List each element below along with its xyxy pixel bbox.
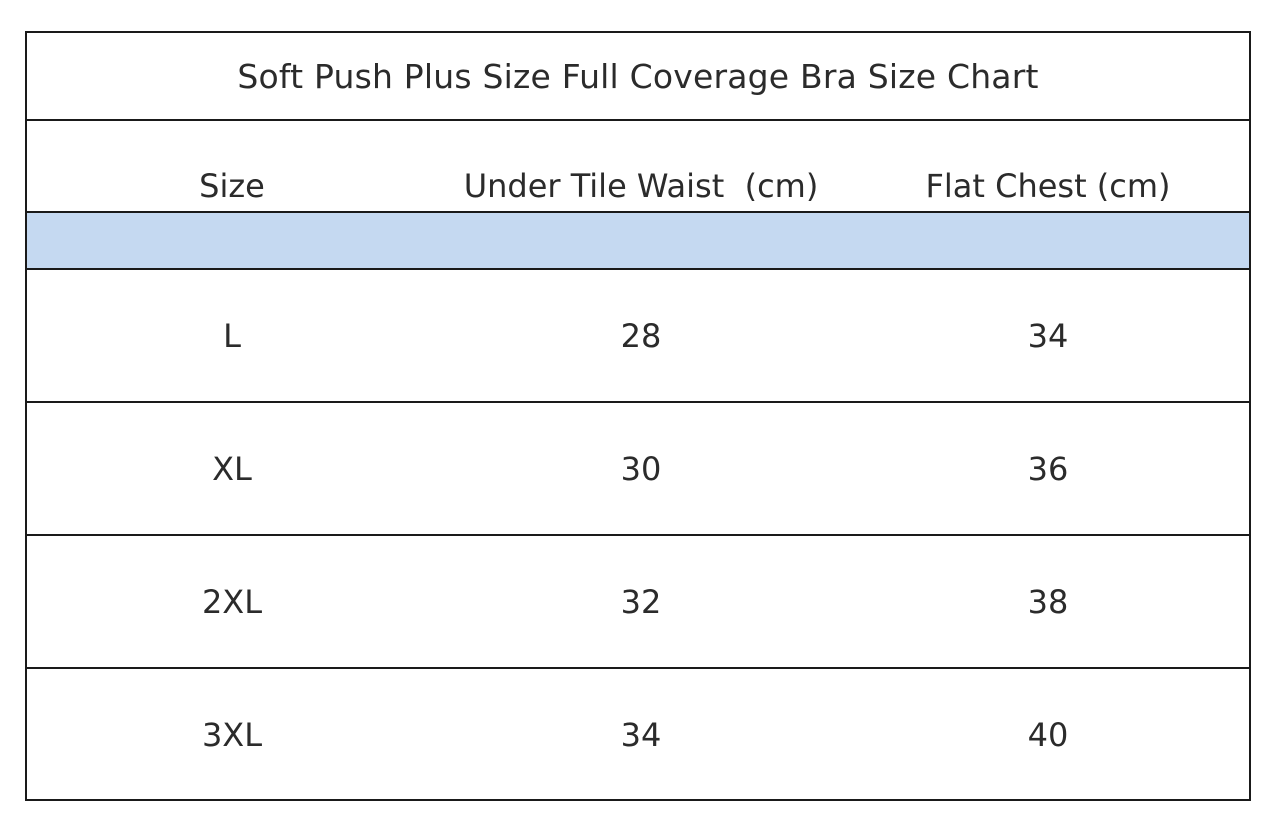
header-under-tile-waist: Under Tile Waist (cm) [463, 167, 819, 205]
table-row: 2XL 32 38 [27, 536, 1249, 669]
size-chart-table: Soft Push Plus Size Full Coverage Bra Si… [25, 31, 1251, 801]
cell-flat-chest: 38 [1027, 583, 1069, 621]
cell-under-tile-waist: 32 [620, 583, 662, 621]
table-title-row: Soft Push Plus Size Full Coverage Bra Si… [27, 33, 1249, 121]
table-row: XL 30 36 [27, 403, 1249, 536]
cell-size: 2XL [201, 583, 263, 621]
header-size: Size [199, 167, 265, 205]
cell-size: L [223, 317, 241, 355]
table-title: Soft Push Plus Size Full Coverage Bra Si… [237, 56, 1039, 96]
cell-size: XL [212, 450, 252, 488]
cell-under-tile-waist: 34 [620, 716, 662, 754]
cell-under-tile-waist: 28 [620, 317, 662, 355]
table-row: L 28 34 [27, 270, 1249, 403]
header-accent-band [27, 213, 1249, 270]
cell-flat-chest: 34 [1027, 317, 1069, 355]
header-flat-chest: Flat Chest (cm) [925, 167, 1171, 205]
table-row: 3XL 34 40 [27, 669, 1249, 802]
cell-under-tile-waist: 30 [620, 450, 662, 488]
cell-flat-chest: 36 [1027, 450, 1069, 488]
table-header-row: Size Under Tile Waist (cm) Flat Chest (c… [27, 121, 1249, 213]
cell-size: 3XL [201, 716, 263, 754]
cell-flat-chest: 40 [1027, 716, 1069, 754]
